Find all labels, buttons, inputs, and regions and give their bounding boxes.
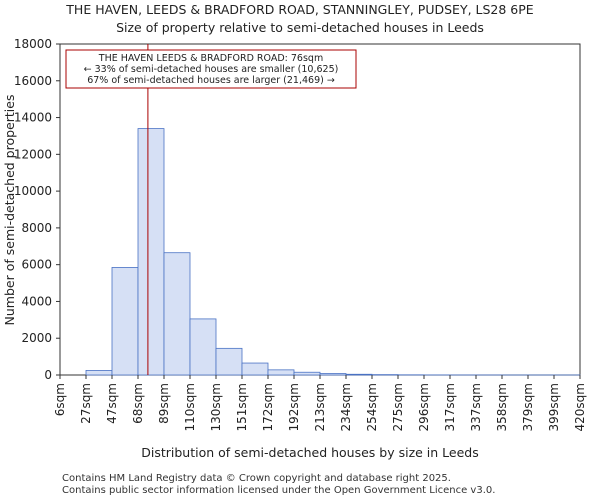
annotation-box: THE HAVEN LEEDS & BRADFORD ROAD: 76sqm ←… (65, 49, 357, 89)
bar-172sqm (267, 369, 295, 376)
bar-234sqm (345, 373, 373, 376)
y-tick-label: 14000 (14, 111, 52, 125)
bar-68sqm (137, 128, 165, 376)
bar-47sqm (111, 267, 139, 376)
y-tick-label: 2000 (21, 331, 52, 345)
x-tick-label: 27sqm (79, 383, 93, 424)
x-tick-label: 213sqm (313, 383, 327, 431)
y-tick-label: 8000 (21, 221, 52, 235)
y-tick-label: 10000 (14, 184, 52, 198)
annotation-line3: 67% of semi-detached houses are larger (… (87, 75, 335, 86)
annotation-line1: THE HAVEN LEEDS & BRADFORD ROAD: 76sqm (98, 53, 323, 64)
x-ticks: 6sqm 27sqm 47sqm 68sqm 89sqm 110sqm 130sqm 151s… (53, 375, 587, 431)
chart-title: THE HAVEN, LEEDS & BRADFORD ROAD, STANNI… (65, 2, 534, 17)
y-tick-label: 18000 (14, 37, 52, 51)
y-tick-label: 4000 (21, 294, 52, 308)
bar-89sqm (163, 252, 191, 376)
bar-27sqm (85, 370, 113, 376)
x-tick-label: 68sqm (131, 383, 145, 424)
bar-192sqm (293, 371, 321, 376)
x-axis-label: Distribution of semi-detached houses by … (141, 445, 479, 460)
bar-213sqm (319, 373, 347, 376)
x-tick-label: 317sqm (443, 383, 457, 431)
y-tick-label: 0 (44, 368, 52, 382)
chart-subtitle: Size of property relative to semi-detach… (116, 20, 484, 35)
bar-151sqm (241, 362, 269, 376)
y-tick-label: 6000 (21, 258, 52, 272)
x-tick-label: 254sqm (365, 383, 379, 431)
bars (85, 128, 581, 376)
x-tick-label: 47sqm (105, 383, 119, 424)
footer-line-1: Contains HM Land Registry data © Crown c… (62, 473, 451, 484)
annotation-line2: ← 33% of semi-detached houses are smalle… (84, 64, 339, 75)
y-tick-label: 16000 (14, 74, 52, 88)
x-tick-label: 110sqm (183, 383, 197, 431)
x-tick-label: 89sqm (157, 383, 171, 424)
x-tick-label: 151sqm (235, 383, 249, 431)
y-axis-label: Number of semi-detached properties (2, 95, 17, 326)
x-tick-label: 379sqm (521, 383, 535, 431)
annotation-border (65, 49, 357, 89)
bar-110sqm (189, 318, 217, 376)
x-tick-label: 6sqm (53, 383, 67, 416)
y-ticks: 0 2000 4000 6000 8000 10000 12000 14000 16000 180… (14, 37, 60, 382)
x-tick-label: 130sqm (209, 383, 223, 431)
x-tick-label: 358sqm (495, 383, 509, 431)
x-tick-label: 337sqm (469, 383, 483, 431)
x-tick-label: 420sqm (573, 383, 587, 431)
x-tick-label: 192sqm (287, 383, 301, 431)
x-tick-label: 172sqm (261, 383, 275, 431)
x-tick-label: 234sqm (339, 383, 353, 431)
y-tick-label: 12000 (14, 147, 52, 161)
x-tick-label: 296sqm (417, 383, 431, 431)
x-tick-label: 275sqm (391, 383, 405, 431)
footer-line-2: Contains public sector information licen… (62, 485, 496, 496)
bar-130sqm (215, 347, 243, 376)
x-tick-label: 399sqm (547, 383, 561, 431)
